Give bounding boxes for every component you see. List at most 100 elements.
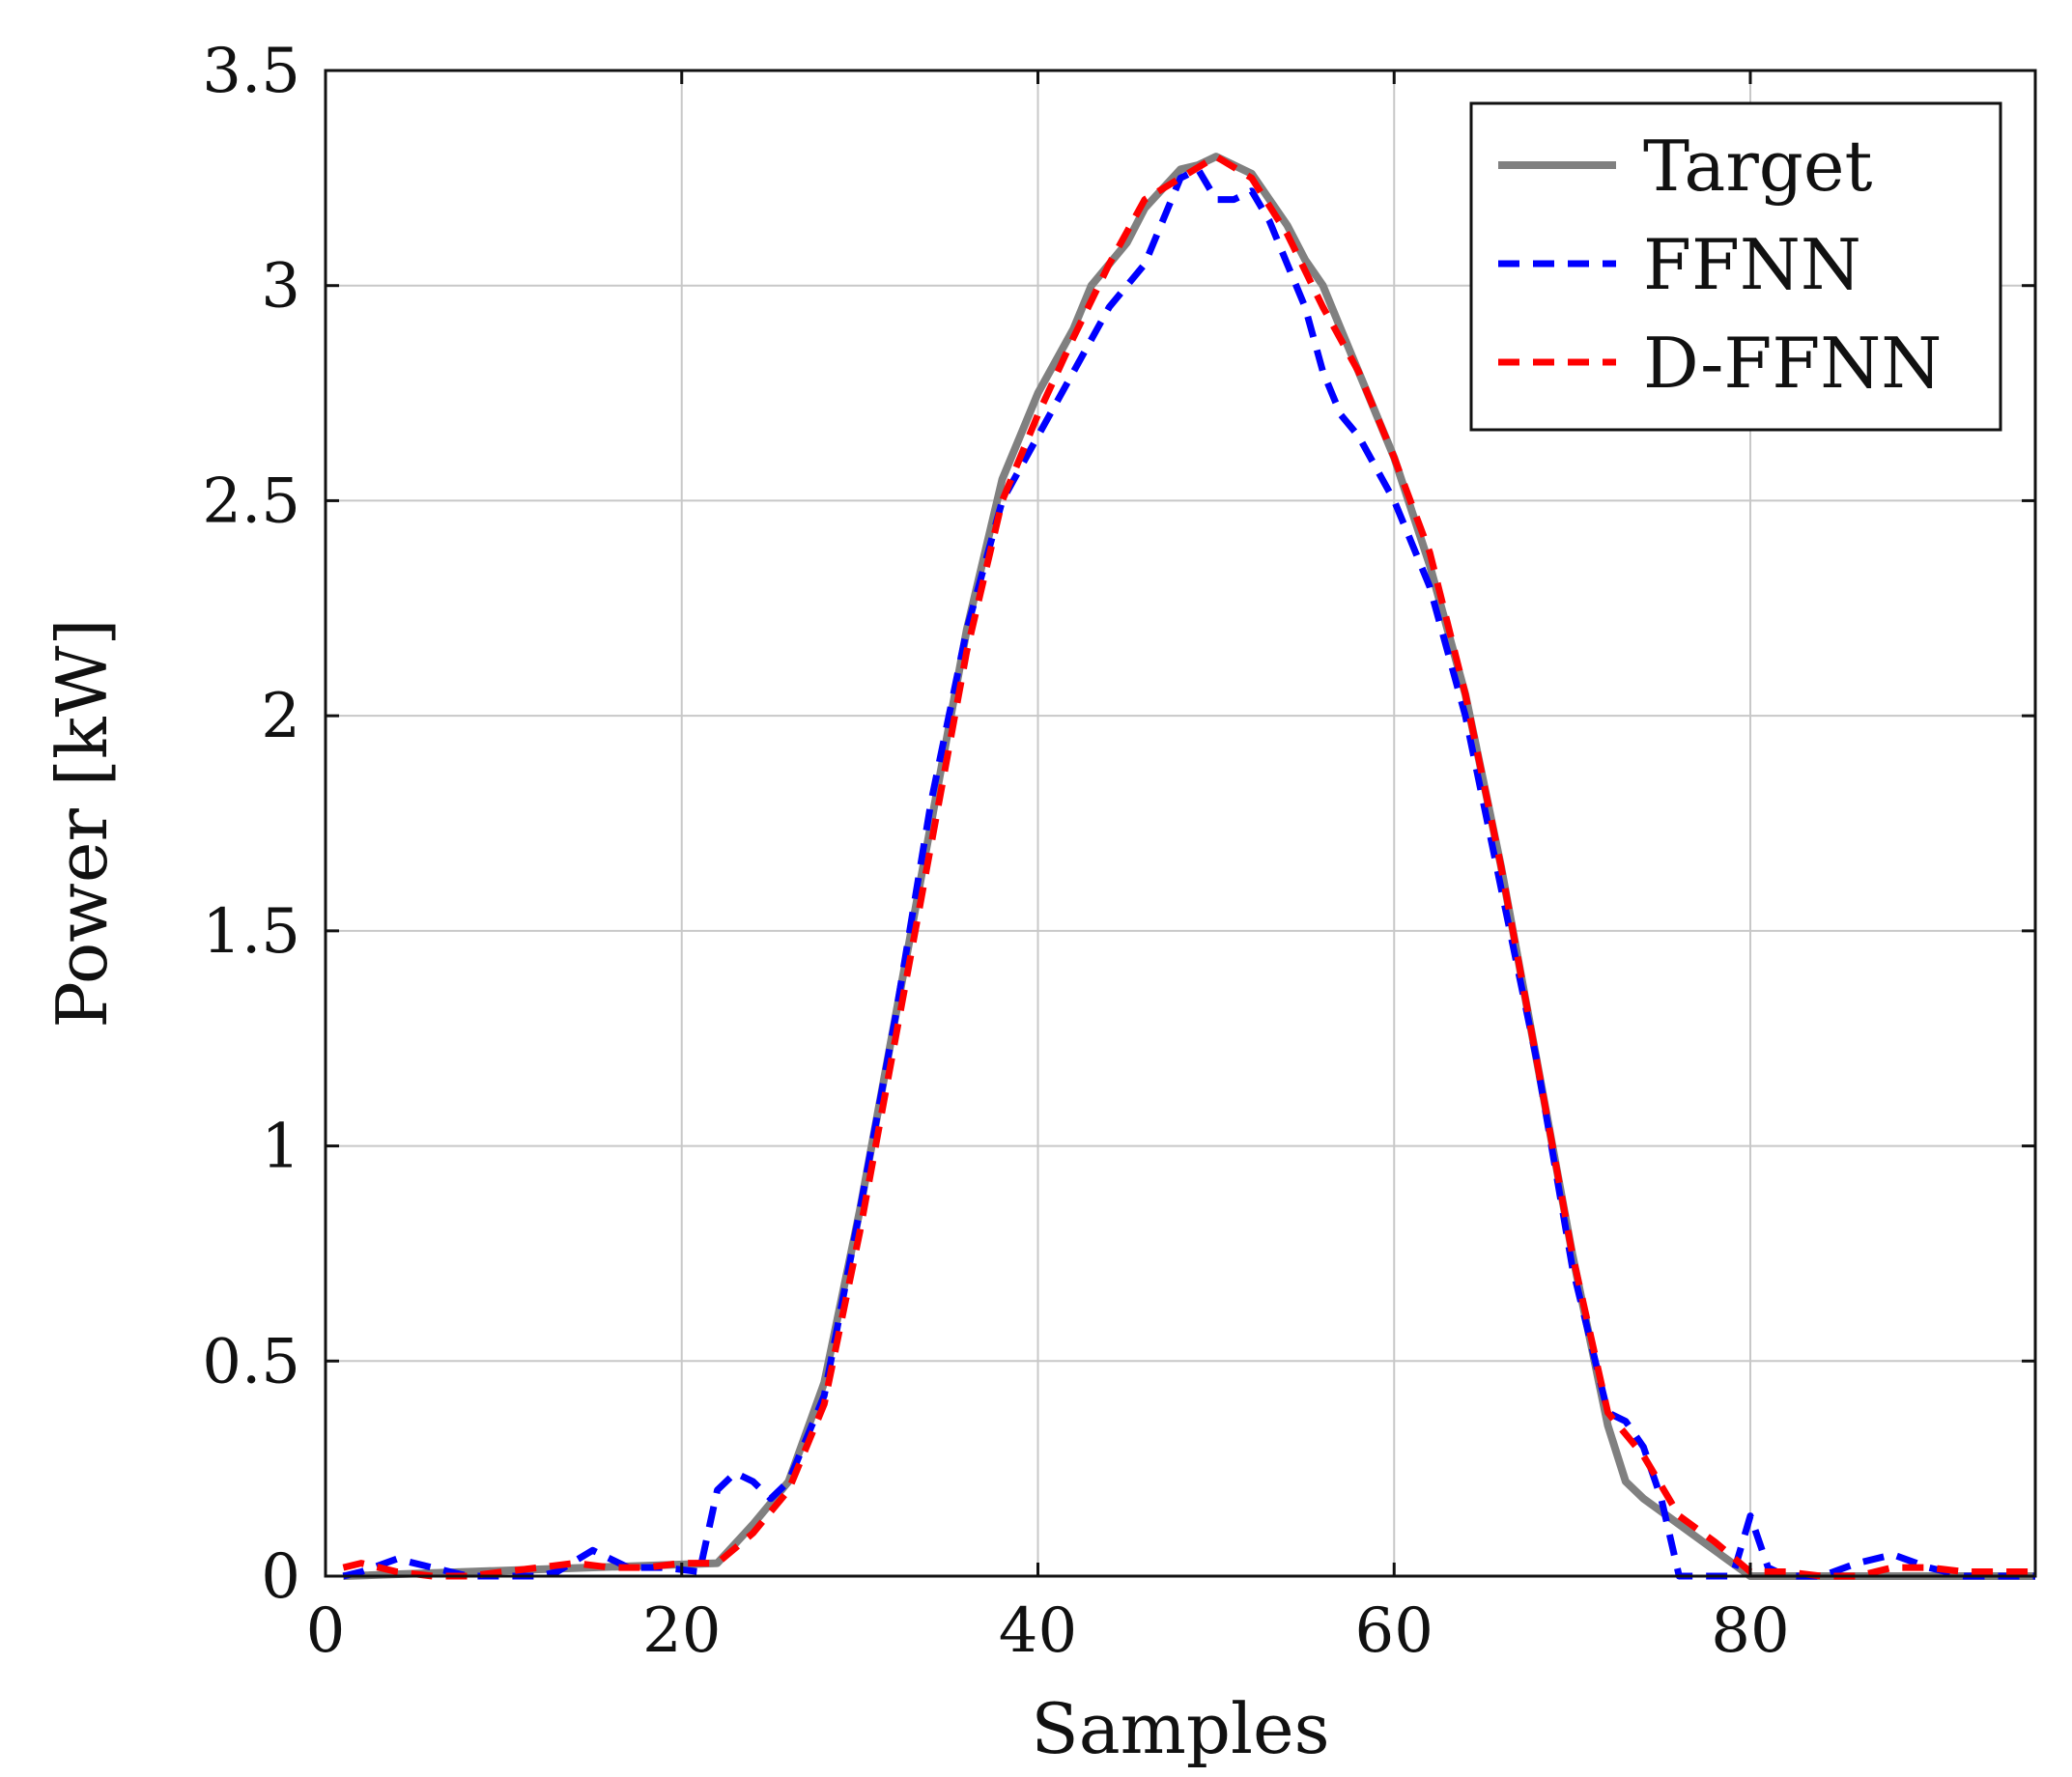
y-tick-label: 0 <box>261 1541 300 1613</box>
x-tick-label: 0 <box>306 1595 346 1667</box>
data-point-d-ffnn <box>1002 500 1003 501</box>
data-point-d-ffnn <box>752 1533 753 1534</box>
data-point-d-ffnn <box>645 1566 646 1567</box>
data-point-d-ffnn <box>539 1566 540 1567</box>
legend-label-target: Target <box>1643 126 1872 207</box>
data-point-target <box>752 1524 753 1525</box>
data-point-d-ffnn <box>717 1563 718 1564</box>
data-point-target <box>1715 1550 1716 1551</box>
grid-lines <box>325 70 2035 1577</box>
data-point-ffnn <box>734 1472 735 1473</box>
data-point-ffnn <box>1625 1421 1626 1422</box>
data-point-ffnn <box>1660 1498 1661 1499</box>
data-point-ffnn <box>1749 1515 1750 1516</box>
data-point-target <box>1145 208 1146 209</box>
data-point-ffnn <box>1430 586 1431 587</box>
legend-box <box>1469 101 2002 432</box>
data-point-ffnn <box>1892 1554 1893 1555</box>
data-point-ffnn <box>1857 1563 1858 1564</box>
data-point-target <box>1002 479 1003 480</box>
data-point-ffnn <box>1037 436 1038 437</box>
x-tick-label: 60 <box>1355 1595 1433 1667</box>
data-point-d-ffnn <box>575 1563 576 1564</box>
data-point-d-ffnn <box>1572 1253 1573 1254</box>
data-point-ffnn <box>432 1566 433 1567</box>
y-tick-label: 3 <box>261 251 300 323</box>
data-point-d-ffnn <box>1145 199 1146 200</box>
data-point-ffnn <box>1358 436 1359 437</box>
data-point-d-ffnn <box>1679 1515 1680 1516</box>
data-point-target <box>1304 259 1305 260</box>
legend-label-ffnn: FFNN <box>1643 224 1861 305</box>
data-point-ffnn <box>1340 414 1341 415</box>
data-point-ffnn <box>1145 264 1146 265</box>
data-point-d-ffnn <box>503 1571 504 1572</box>
y-tick-label: 2.5 <box>202 465 300 537</box>
data-point-target <box>1037 392 1038 393</box>
y-axis-label: Power [kW] <box>42 618 123 1028</box>
y-tick-label: 0.5 <box>202 1326 300 1397</box>
axis-ticks: 0 20 40 60 80 0 0.5 1 1.5 2 2.5 3 3.5 <box>202 36 2035 1667</box>
data-point-d-ffnn <box>1073 337 1074 338</box>
plot-area-frame <box>324 69 2037 1578</box>
y-tick-label: 1.5 <box>202 896 300 968</box>
data-point-ffnn <box>592 1550 593 1551</box>
data-point-d-ffnn <box>396 1571 397 1572</box>
data-point-ffnn <box>1768 1566 1769 1567</box>
data-point-d-ffnn <box>1322 306 1323 307</box>
data-point-ffnn <box>1287 264 1288 265</box>
y-tick-label: 2 <box>261 681 300 752</box>
data-point-target <box>1126 242 1127 243</box>
data-point-target <box>824 1382 825 1383</box>
data-point-target <box>1607 1425 1608 1426</box>
data-point-d-ffnn <box>1536 1059 1537 1060</box>
data-point-ffnn <box>699 1571 700 1572</box>
data-point-d-ffnn <box>1037 414 1038 415</box>
data-point-ffnn <box>1643 1447 1644 1448</box>
data-point-ffnn <box>1251 190 1252 191</box>
data-point-d-ffnn <box>1179 178 1180 179</box>
data-point-target <box>1322 285 1323 286</box>
data-point-ffnn <box>1234 199 1235 200</box>
data-point-d-ffnn <box>1287 234 1288 235</box>
data-point-d-ffnn <box>1500 865 1501 866</box>
data-point-ffnn <box>824 1395 825 1396</box>
data-point-d-ffnn <box>788 1489 789 1490</box>
data-point-d-ffnn <box>1430 551 1431 552</box>
x-tick-label: 40 <box>999 1595 1077 1667</box>
data-point-ffnn <box>1109 306 1110 307</box>
y-tick-label: 3.5 <box>202 36 300 107</box>
data-point-target <box>1287 225 1288 226</box>
data-point-target <box>1091 285 1092 286</box>
data-point-ffnn <box>1322 371 1323 372</box>
data-point-d-ffnn <box>360 1563 361 1564</box>
legend: Target FFNN D-FFNN <box>1469 101 2002 432</box>
data-point-target <box>1269 199 1270 200</box>
data-point-d-ffnn <box>1964 1571 1965 1572</box>
data-point-d-ffnn <box>1358 371 1359 372</box>
y-tick-label: 1 <box>261 1112 300 1183</box>
data-point-ffnn <box>894 1016 895 1017</box>
data-point-ffnn <box>1162 220 1163 221</box>
data-point-d-ffnn <box>1109 264 1110 265</box>
data-point-d-ffnn <box>824 1403 825 1404</box>
data-point-target <box>1643 1498 1644 1499</box>
data-point-ffnn <box>717 1489 718 1490</box>
x-tick-label: 20 <box>642 1595 721 1667</box>
data-point-target <box>1179 169 1180 170</box>
data-point-d-ffnn <box>1251 178 1252 179</box>
data-point-d-ffnn <box>1643 1455 1644 1456</box>
data-point-ffnn <box>556 1571 557 1572</box>
data-point-d-ffnn <box>1892 1566 1893 1567</box>
data-point-d-ffnn <box>1928 1566 1929 1567</box>
data-point-d-ffnn <box>2000 1571 2001 1572</box>
data-point-d-ffnn <box>860 1231 861 1232</box>
data-point-d-ffnn <box>343 1566 344 1567</box>
data-point-d-ffnn <box>966 651 967 652</box>
data-point-d-ffnn <box>1464 693 1465 694</box>
data-point-d-ffnn <box>894 1038 895 1039</box>
data-point-d-ffnn <box>1215 155 1216 156</box>
data-point-target <box>1019 436 1020 437</box>
data-point-ffnn <box>770 1498 771 1499</box>
